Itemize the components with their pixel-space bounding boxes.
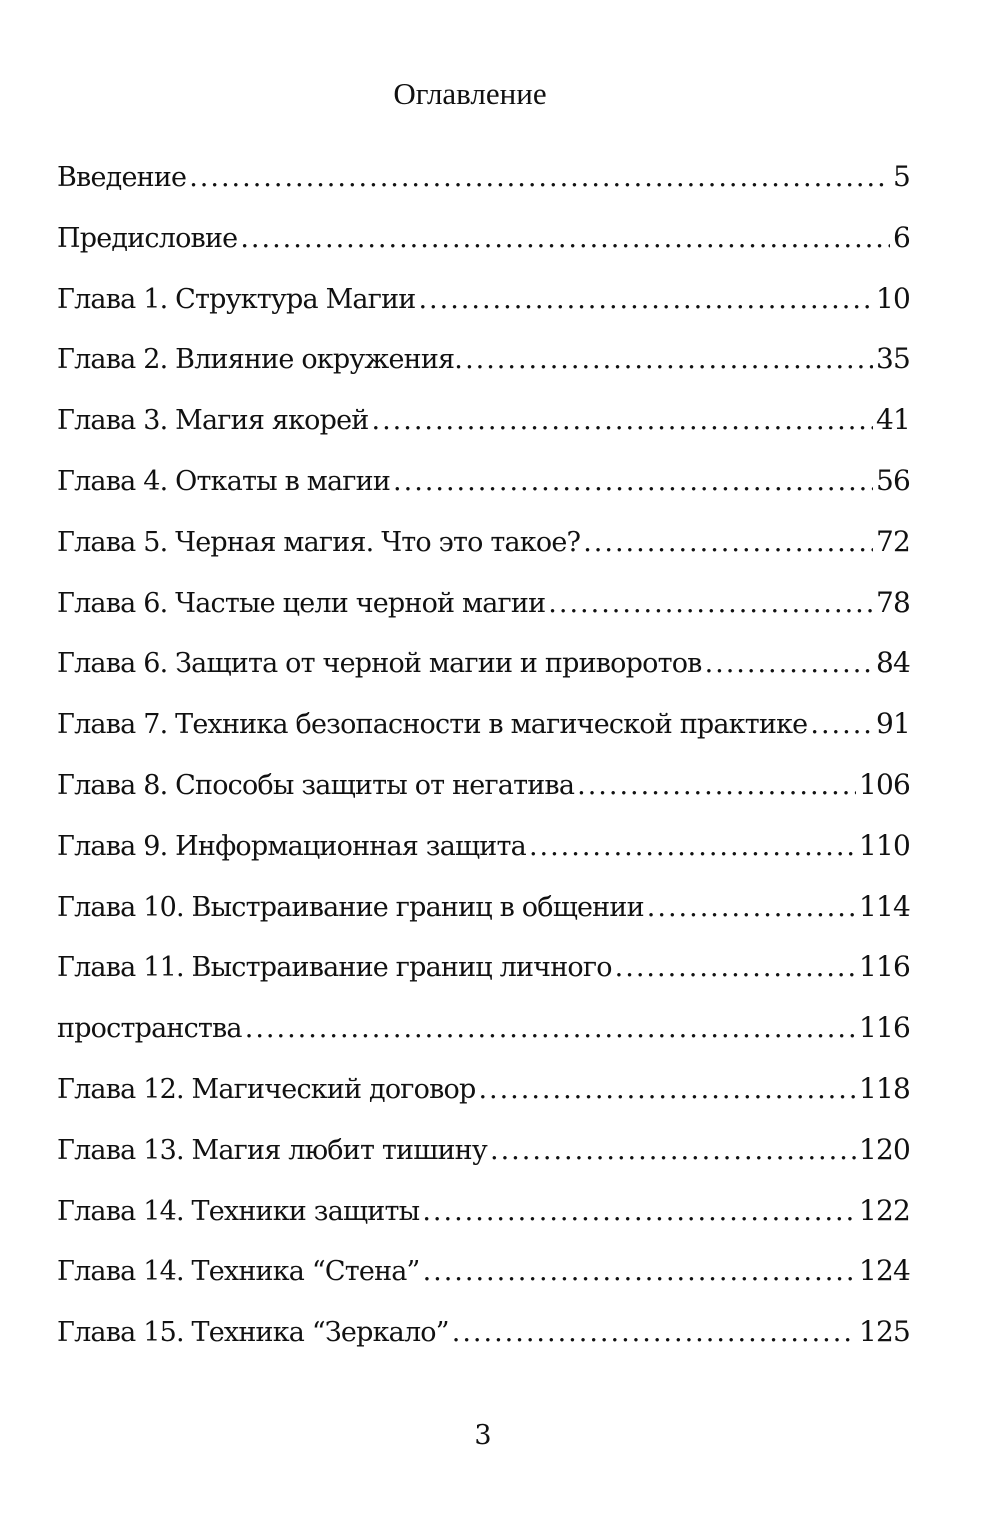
toc-entry-label: Глава 2. Влияние окружения. (57, 344, 463, 376)
dot-leader (422, 1196, 856, 1227)
toc-entry-page: 84 (875, 646, 911, 680)
toc-entry: Глава 4. Откаты в магии 56 (57, 463, 911, 525)
dot-leader (583, 527, 873, 558)
toc-entry: Глава 10. Выстраивание границ в общении 1… (57, 889, 911, 951)
toc-entry-page: 91 (875, 707, 911, 741)
toc-entry-label: Глава 13. Магия любит тишину (57, 1134, 488, 1166)
dot-leader (529, 831, 856, 862)
toc-entry-label: Глава 9. Информационная защита (57, 830, 527, 862)
toc-entry-page: 125 (858, 1315, 911, 1349)
dot-leader (465, 344, 873, 375)
dot-leader (548, 588, 873, 619)
toc-entry-label: Глава 8. Способы защиты от негатива (57, 769, 575, 801)
toc-entry-page: 122 (858, 1193, 911, 1227)
dot-leader (418, 284, 873, 315)
toc-entry-label: Глава 11. Выстраивание границ личного (57, 952, 612, 984)
toc-entry: Предисловие 6 (57, 220, 911, 282)
toc-entry: Глава 6. Защита от черной магии и привор… (57, 646, 911, 707)
page-title: Оглавление (393, 76, 547, 111)
toc-entry-label: Глава 15. Техника “Зеркало” (57, 1317, 450, 1349)
dot-leader (615, 952, 856, 983)
toc-entry-label: Глава 14. Техники защиты (57, 1195, 420, 1227)
toc-entry-label: Глава 5. Черная магия. Что это такое? (57, 526, 581, 558)
dot-leader (452, 1317, 856, 1348)
toc-entry-label: Глава 7. Техника безопасности в магическ… (57, 709, 808, 741)
toc-entry: Глава 8. Способы защиты от негатива 106 (57, 767, 911, 829)
toc-entry-page: 6 (892, 220, 911, 254)
toc-entry-label: Глава 6. Защита от черной магии и привор… (57, 648, 702, 680)
toc-entry-page: 120 (858, 1132, 911, 1166)
toc-entry-page: 41 (875, 403, 911, 437)
toc-entry-label: Глава 10. Выстраивание границ в общении (57, 891, 645, 923)
toc-entry-page: 116 (858, 1011, 911, 1045)
dot-leader (240, 223, 890, 254)
dot-leader (423, 1256, 856, 1287)
toc-entry-page: 118 (858, 1071, 911, 1105)
toc-entry: Глава 14. Техника “Стена” 124 (57, 1254, 911, 1315)
toc-entry-page: 10 (875, 281, 911, 315)
toc-entry: Глава 1. Структура Магии 10 (57, 281, 911, 343)
page-number: 3 (474, 1420, 492, 1451)
toc-entry: Глава 3. Магия якорей 41 (57, 403, 911, 464)
toc-entry: Глава 11. Выстраивание границ личного 116 (57, 950, 911, 1011)
dot-leader (647, 892, 856, 923)
toc-entry-label: Глава 14. Техника “Стена” (57, 1256, 420, 1288)
toc-entry-label: Глава 3. Магия якорей (57, 405, 369, 437)
dot-leader (810, 709, 873, 740)
toc-entry: Глава 13. Магия любит тишину 120 (57, 1132, 911, 1194)
toc-entry-label: Предисловие (57, 222, 238, 254)
toc-entry-page: 5 (892, 160, 911, 193)
toc-entry-page: 116 (858, 950, 911, 984)
dot-leader (705, 648, 873, 679)
toc-entry-page: 56 (875, 463, 911, 497)
toc-entry: Глава 7. Техника безопасности в магическ… (57, 707, 911, 768)
dot-leader (577, 770, 856, 801)
toc-entry-page: 124 (858, 1254, 911, 1288)
dot-leader (478, 1074, 856, 1105)
toc-entry-label: пространства (57, 1013, 243, 1045)
toc-entry-page: 35 (875, 342, 911, 376)
toc-entry: Глава 5. Черная магия. Что это такое? 72 (57, 524, 911, 586)
dot-leader (189, 162, 890, 193)
toc-entry-page: 78 (875, 585, 911, 619)
toc-entry-label: Введение (57, 162, 187, 193)
dot-leader (245, 1013, 856, 1044)
toc-entry: Глава 9. Информационная защита 110 (57, 828, 911, 890)
toc-entry-label: Глава 6. Частые цели черной магии (57, 587, 546, 619)
toc-entry-label: Глава 4. Откаты в магии (57, 465, 391, 497)
toc-entry: пространства 116 (57, 1011, 911, 1072)
toc-entry: Глава 6. Частые цели черной магии 78 (57, 585, 911, 647)
toc-entry-page: 110 (858, 828, 911, 862)
toc-entry-label: Глава 12. Магический договор (57, 1073, 476, 1105)
dot-leader (490, 1135, 856, 1166)
dot-leader (371, 405, 872, 436)
toc-entry-page: 106 (858, 767, 911, 801)
table-of-contents: Введение 5 Предисловие 6 Глава 1. Структура … (57, 160, 911, 1376)
toc-entry: Глава 12. Магический договор 118 (57, 1071, 911, 1133)
toc-entry-page: 114 (858, 889, 911, 923)
toc-entry: Глава 14. Техники защиты 122 (57, 1193, 911, 1255)
toc-entry-page: 72 (875, 524, 911, 558)
dot-leader (393, 466, 873, 497)
toc-entry-label: Глава 1. Структура Магии (57, 283, 416, 315)
toc-entry: Введение 5 (57, 160, 911, 221)
toc-entry: Глава 2. Влияние окружения. 35 (57, 342, 911, 403)
toc-entry: Глава 15. Техника “Зеркало” 125 (57, 1315, 911, 1376)
